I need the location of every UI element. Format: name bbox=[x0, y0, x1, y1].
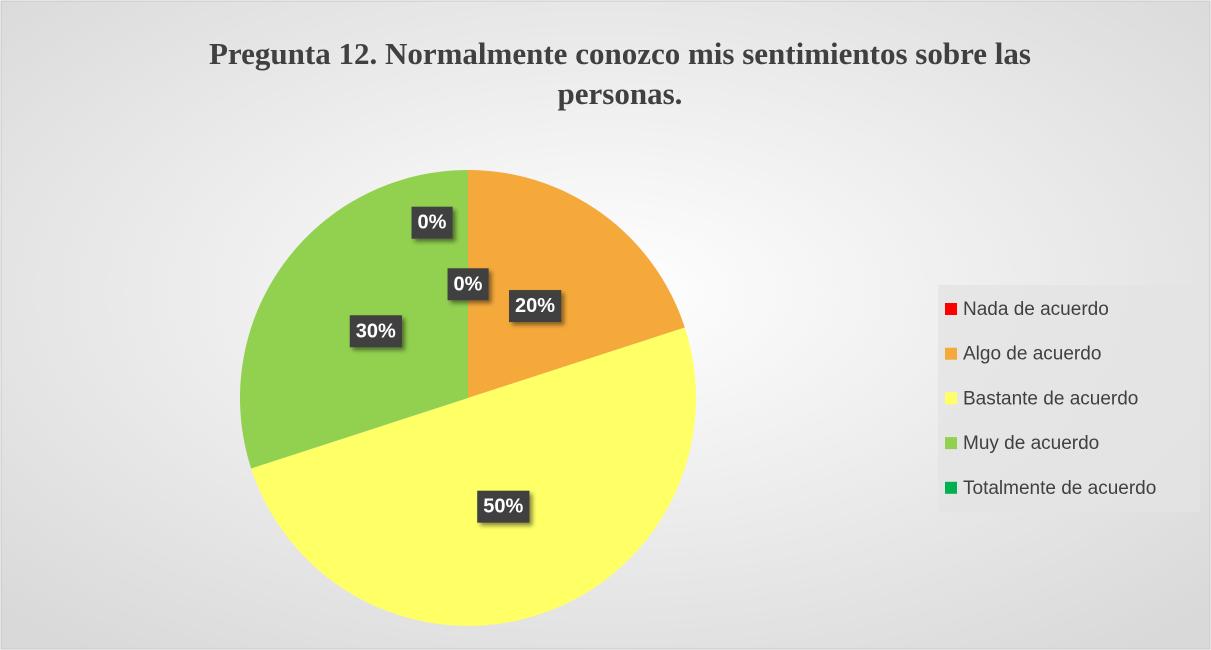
data-label-box bbox=[447, 268, 489, 301]
legend-label: Totalmente de acuerdo bbox=[963, 478, 1156, 499]
legend-swatch bbox=[945, 481, 957, 494]
data-label: 50% bbox=[483, 496, 523, 518]
data-label-box bbox=[508, 290, 562, 323]
legend-label: Algo de acuerdo bbox=[963, 344, 1101, 365]
legend-label: Muy de acuerdo bbox=[963, 433, 1099, 454]
data-label-box bbox=[477, 490, 530, 523]
data-label-box bbox=[349, 315, 403, 348]
legend-label: Nada de acuerdo bbox=[963, 299, 1109, 320]
data-label-box bbox=[411, 206, 453, 239]
legend-box bbox=[938, 285, 1200, 512]
legend-swatch bbox=[945, 347, 957, 360]
legend-swatch bbox=[945, 303, 957, 315]
data-label: 0% bbox=[418, 212, 447, 234]
data-label: 30% bbox=[356, 320, 396, 342]
chart-title: Pregunta 12. Normalmente conozco mis sen… bbox=[209, 36, 1031, 111]
pie-slice bbox=[251, 327, 696, 626]
legend-swatch bbox=[945, 437, 957, 450]
data-label: 0% bbox=[454, 273, 483, 295]
legend-label: Bastante de acuerdo bbox=[963, 388, 1138, 409]
data-label: 20% bbox=[515, 295, 555, 317]
legend-swatch bbox=[945, 392, 957, 405]
pie-slice bbox=[468, 170, 685, 398]
